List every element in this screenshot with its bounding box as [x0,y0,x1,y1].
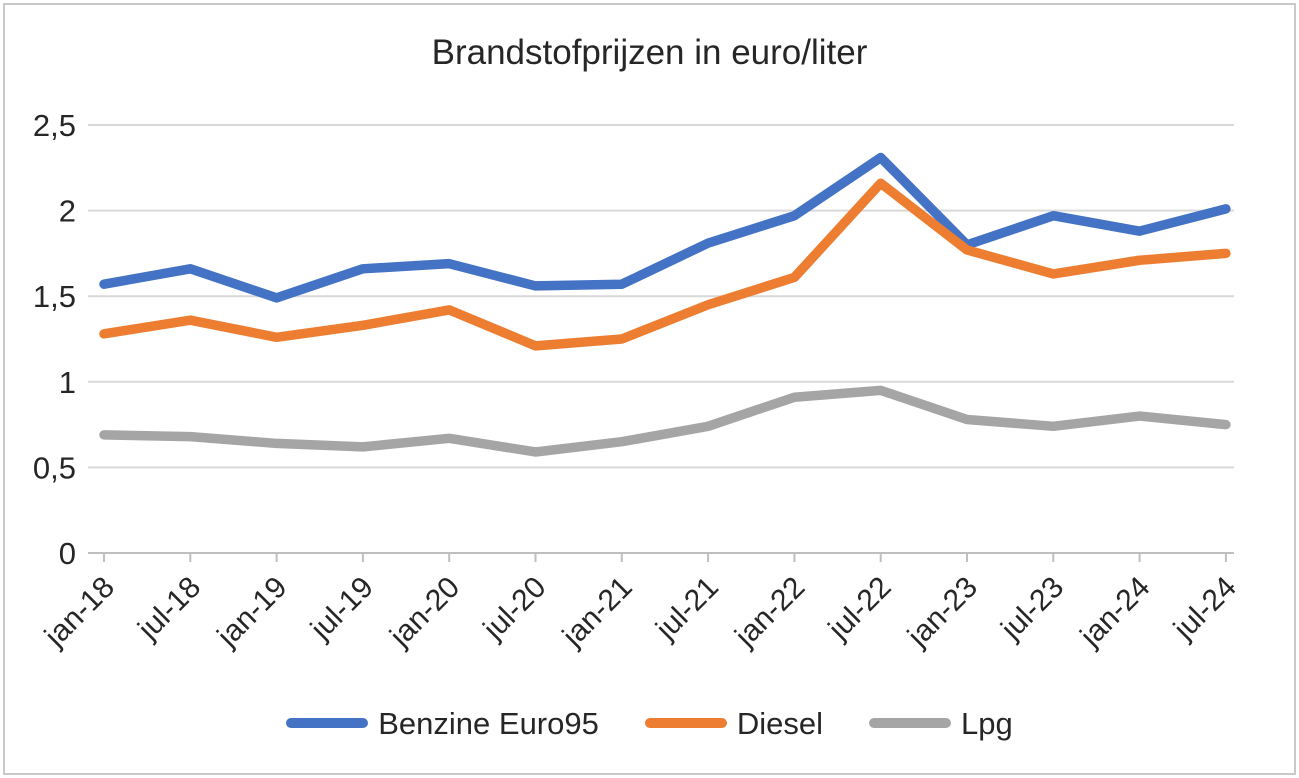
benzine-euro95-swatch [286,718,369,728]
x-axis-tick-label-jan-22: jan-22 [728,571,811,654]
legend-label-lpg: Lpg [961,705,1013,741]
x-axis-tick-label-jan-20: jan-20 [383,571,466,654]
lpg-swatch [869,718,952,728]
x-axis-tick-label-jan-23: jan-23 [901,571,984,654]
y-axis-tick-label-0-5: 0,5 [33,450,76,485]
x-axis-tick-label-jan-18: jan-18 [38,571,121,654]
x-axis-tick-label-jul-18: jul-18 [131,571,207,647]
legend-item-lpg: Lpg [869,708,1013,739]
x-axis-tick-label-jan-24: jan-24 [1074,571,1157,654]
lpg-line [99,385,1231,457]
y-axis-tick-label-2-5: 2,5 [33,108,76,143]
legend: Benzine Euro95 Diesel Lpg [0,699,1299,747]
x-axis-tick-label-jul-24: jul-24 [1167,571,1243,647]
y-axis-tick-label-2: 2 [59,194,76,229]
diesel-line [99,178,1231,351]
x-axis-tick-label-jul-21: jul-21 [649,571,725,647]
x-axis-tick-label-jan-19: jan-19 [211,571,294,654]
x-axis-tick-label-jan-21: jan-21 [556,571,639,654]
x-axis-tick-label-jul-19: jul-19 [304,571,380,647]
benzine-euro95-line [99,152,1231,303]
y-axis-tick-label-1-5: 1,5 [33,279,76,314]
legend-label-diesel: Diesel [736,705,824,741]
y-axis-tick-label-1: 1 [59,365,76,400]
legend-item-benzine-euro95: Benzine Euro95 [286,708,599,739]
chart-title: Brandstofprijzen in euro/liter [431,33,868,72]
y-axis-tick-label-0: 0 [59,536,76,571]
legend-label-benzine-euro95: Benzine Euro95 [378,705,599,741]
x-axis-tick-label-jul-20: jul-20 [477,571,553,647]
diesel-swatch [644,718,727,728]
legend-item-diesel: Diesel [644,705,824,741]
x-axis-tick-label-jul-23: jul-23 [994,571,1070,647]
x-axis-tick-label-jul-22: jul-22 [822,571,898,647]
